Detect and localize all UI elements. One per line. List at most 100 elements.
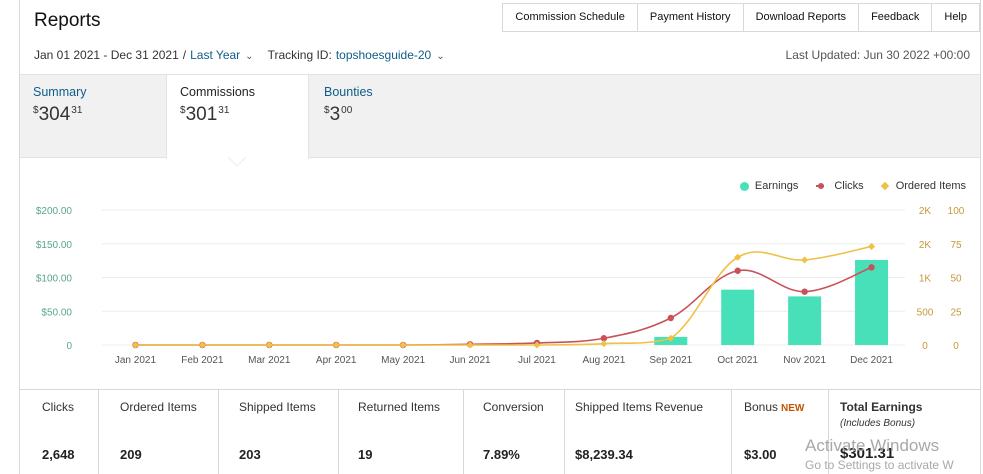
earnings-chart: 0 0 0 $50.00 500 25 $100.00 1K 50 $150.00 2K 75 $200… [36, 206, 965, 366]
x-axis-tick: Dec 2021 [850, 355, 893, 366]
legend-ordered-items-swatch [880, 181, 889, 191]
x-axis-tick: May 2021 [381, 355, 425, 366]
x-axis-tick: Jan 2021 [115, 355, 157, 366]
right-axis-tick: 2K [919, 240, 932, 251]
chart-legend: Earnings Clicks Ordered Items [722, 180, 966, 192]
clicks-line [135, 266, 872, 346]
right-axis-2-tick: 0 [953, 341, 959, 352]
reports-panel: Reports Commission Schedule Payment Hist… [19, 0, 981, 474]
legend-ordered-items[interactable]: Ordered Items [880, 180, 966, 192]
payment-history-button[interactable]: Payment History [637, 4, 744, 31]
clicks-point [600, 335, 608, 342]
ordered-items-point [265, 341, 273, 349]
x-axis-tick: Oct 2021 [717, 355, 758, 366]
right-axis-2-tick: 75 [950, 240, 962, 251]
left-axis-tick: $50.00 [41, 307, 72, 318]
left-axis-tick: $150.00 [36, 240, 73, 251]
x-axis-tick: Sep 2021 [649, 355, 692, 366]
stat-conversion-label: Conversion [483, 400, 544, 414]
tracking-id-dropdown[interactable]: topshoesguide-20 ⌄ [336, 48, 445, 62]
commission-schedule-button[interactable]: Commission Schedule [503, 4, 638, 31]
earnings-bar [721, 289, 755, 345]
tab-bounties-label: Bounties [324, 85, 373, 99]
stat-total-earnings-value: $301.31 [840, 445, 895, 462]
tracking-id-value: topshoesguide-20 [335, 48, 432, 62]
download-reports-button[interactable]: Download Reports [743, 4, 860, 31]
clicks-point [734, 267, 741, 274]
right-axis-tick: 500 [917, 307, 934, 318]
x-axis-tick: Feb 2021 [181, 355, 224, 366]
stat-clicks-label: Clicks [42, 400, 74, 414]
tab-commissions-label: Commissions [180, 85, 256, 99]
clicks-point [667, 314, 674, 322]
stats-row: Clicks 2,648 Ordered Items 209 Shipped I… [20, 389, 980, 474]
left-axis-tick: $200.00 [36, 206, 73, 217]
tab-bounties[interactable]: Bounties $300 [311, 75, 451, 157]
chevron-down-icon: ⌄ [436, 51, 445, 62]
stat-shipped-items-label: Shipped Items [239, 400, 316, 414]
clicks-point [801, 288, 808, 295]
stat-ordered-items-value: 209 [120, 447, 142, 462]
stat-bonus: Bonus NEW $3.00 [732, 390, 829, 474]
tab-bounties-amount: $300 [324, 104, 353, 125]
stat-ordered-items: Ordered Items 209 [99, 390, 219, 474]
ordered-items-point [600, 340, 608, 348]
stat-conversion: Conversion 7.89% [464, 390, 565, 474]
tab-summary-amount: $30431 [33, 104, 83, 125]
right-axis-2-tick: 100 [948, 206, 965, 217]
stat-returned-items-value: 19 [358, 447, 373, 462]
stat-shipped-items: Shipped Items 203 [219, 390, 339, 474]
ordered-items-point [734, 253, 742, 261]
feedback-button[interactable]: Feedback [859, 4, 933, 31]
ordered-items-point [399, 341, 407, 349]
stat-shipped-revenue-label: Shipped Items Revenue [575, 400, 704, 414]
x-axis-tick: Nov 2021 [783, 355, 826, 366]
tab-commissions-amount: $30131 [180, 104, 230, 125]
stat-total-earnings-label: Total Earnings [840, 400, 923, 414]
legend-earnings[interactable]: Earnings [739, 180, 798, 192]
ordered-items-point [667, 334, 675, 342]
stat-clicks-value: 2,648 [42, 447, 75, 462]
date-separator: / [182, 48, 187, 62]
left-axis-tick: $100.00 [36, 274, 73, 285]
new-badge: NEW [781, 403, 805, 414]
summary-tabs: Summary $30431 Commissions $30131 Bounti… [20, 74, 980, 159]
filter-row: Jan 01 2021 - Dec 31 2021 / Last Year ⌄ T… [34, 48, 445, 62]
legend-clicks-label: Clicks [834, 180, 864, 192]
chevron-down-icon: ⌄ [245, 51, 254, 62]
date-range-label: Jan 01 2021 - Dec 31 2021 [34, 48, 179, 62]
tab-commissions[interactable]: Commissions $30131 [166, 75, 309, 159]
left-axis-tick: 0 [66, 341, 72, 352]
right-axis-tick: 0 [922, 341, 928, 352]
top-nav: Commission Schedule Payment History Down… [502, 3, 980, 32]
help-button[interactable]: Help [932, 4, 980, 31]
right-axis-2-tick: 25 [950, 307, 962, 318]
legend-clicks-swatch [816, 183, 825, 189]
right-axis-tick: 2K [919, 206, 932, 217]
active-tab-pointer-fill [228, 156, 246, 165]
ordered-items-point [198, 341, 206, 349]
x-axis-tick: Aug 2021 [582, 355, 625, 366]
ordered-items-point [131, 341, 139, 349]
right-axis-tick: 1K [919, 274, 932, 285]
earnings-bar [855, 259, 889, 345]
x-axis-tick: Mar 2021 [248, 355, 291, 366]
period-dropdown[interactable]: Last Year ⌄ [190, 48, 253, 62]
stat-shipped-items-value: 203 [239, 447, 261, 462]
clicks-point [868, 264, 875, 271]
ordered-items-point [533, 341, 541, 349]
legend-earnings-swatch [739, 181, 749, 191]
stat-ordered-items-label: Ordered Items [120, 400, 197, 414]
last-updated: Last Updated: Jun 30 2022 +00:00 [785, 48, 970, 62]
legend-ordered-items-label: Ordered Items [895, 180, 966, 192]
stat-total-earnings-note: (Includes Bonus) [840, 418, 916, 429]
stat-returned-items-label: Returned Items [358, 400, 441, 414]
tab-summary[interactable]: Summary $30431 [20, 75, 165, 157]
legend-clicks[interactable]: Clicks [816, 180, 864, 192]
ordered-items-point [868, 242, 876, 250]
stat-bonus-label: Bonus NEW [744, 400, 805, 414]
stat-bonus-value: $3.00 [744, 447, 777, 462]
ordered-items-point [466, 341, 474, 349]
stat-conversion-value: 7.89% [483, 447, 520, 462]
tab-summary-label: Summary [33, 85, 87, 99]
